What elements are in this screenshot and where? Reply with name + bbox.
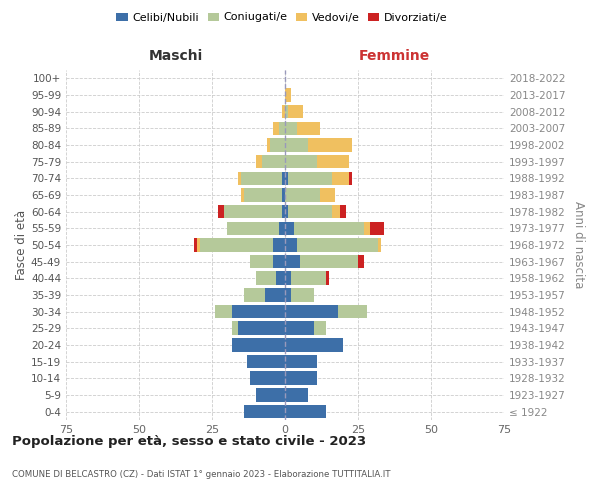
Bar — [291, 272, 326, 285]
Bar — [244, 405, 285, 418]
Bar — [250, 255, 274, 268]
Bar — [238, 172, 241, 185]
Bar — [288, 172, 332, 185]
Legend: Celibi/Nubili, Coniugati/e, Vedovi/e, Divorziati/e: Celibi/Nubili, Coniugati/e, Vedovi/e, Di… — [112, 8, 452, 27]
Bar — [285, 105, 288, 118]
Bar — [291, 288, 314, 302]
Bar — [288, 205, 332, 218]
Text: Femmine: Femmine — [359, 50, 430, 64]
Bar — [282, 105, 285, 118]
Bar — [285, 138, 308, 152]
Bar — [358, 255, 364, 268]
Bar — [340, 205, 346, 218]
Bar — [250, 372, 285, 385]
Bar — [326, 272, 329, 285]
Bar — [197, 238, 200, 252]
Bar — [194, 238, 197, 252]
Bar — [282, 188, 285, 202]
Bar — [247, 355, 285, 368]
Bar — [285, 322, 314, 335]
Bar — [285, 188, 320, 202]
Bar — [285, 405, 326, 418]
Bar — [279, 122, 285, 135]
Bar — [294, 222, 364, 235]
Bar — [282, 205, 285, 218]
Bar — [268, 138, 271, 152]
Bar — [285, 372, 317, 385]
Text: COMUNE DI BELCASTRO (CZ) - Dati ISTAT 1° gennaio 2023 - Elaborazione TUTTITALIA.: COMUNE DI BELCASTRO (CZ) - Dati ISTAT 1°… — [12, 470, 391, 479]
Bar — [317, 155, 349, 168]
Bar — [370, 222, 384, 235]
Bar — [285, 388, 308, 402]
Text: Popolazione per età, sesso e stato civile - 2023: Popolazione per età, sesso e stato civil… — [12, 435, 366, 448]
Bar — [279, 222, 285, 235]
Bar — [285, 255, 299, 268]
Bar — [332, 172, 349, 185]
Bar — [314, 322, 326, 335]
Bar — [265, 288, 285, 302]
Bar — [276, 272, 285, 285]
Bar — [274, 122, 279, 135]
Bar — [285, 272, 291, 285]
Bar — [299, 255, 358, 268]
Bar — [285, 305, 338, 318]
Bar — [332, 205, 340, 218]
Bar — [232, 322, 238, 335]
Bar — [320, 188, 335, 202]
Bar — [200, 238, 274, 252]
Bar — [274, 238, 285, 252]
Bar — [224, 205, 282, 218]
Bar — [296, 238, 379, 252]
Bar — [285, 222, 294, 235]
Bar — [215, 305, 232, 318]
Bar — [241, 188, 244, 202]
Bar — [256, 272, 276, 285]
Bar — [282, 172, 285, 185]
Bar — [285, 205, 288, 218]
Bar — [285, 122, 296, 135]
Bar — [238, 322, 285, 335]
Bar — [308, 138, 352, 152]
Bar — [241, 172, 282, 185]
Bar — [288, 105, 302, 118]
Bar — [256, 155, 262, 168]
Text: Maschi: Maschi — [148, 50, 203, 64]
Bar — [227, 222, 279, 235]
Bar — [379, 238, 382, 252]
Bar — [285, 338, 343, 352]
Bar — [349, 172, 352, 185]
Bar — [364, 222, 370, 235]
Bar — [274, 255, 285, 268]
Bar — [232, 338, 285, 352]
Bar — [218, 205, 224, 218]
Bar — [244, 188, 282, 202]
Bar — [271, 138, 285, 152]
Bar — [285, 155, 317, 168]
Bar — [296, 122, 320, 135]
Bar — [262, 155, 285, 168]
Y-axis label: Fasce di età: Fasce di età — [15, 210, 28, 280]
Bar — [285, 355, 317, 368]
Bar — [285, 238, 296, 252]
Y-axis label: Anni di nascita: Anni di nascita — [572, 202, 585, 288]
Bar — [244, 288, 265, 302]
Bar — [285, 172, 288, 185]
Bar — [338, 305, 367, 318]
Bar — [232, 305, 285, 318]
Bar — [285, 288, 291, 302]
Bar — [285, 88, 291, 102]
Bar — [256, 388, 285, 402]
